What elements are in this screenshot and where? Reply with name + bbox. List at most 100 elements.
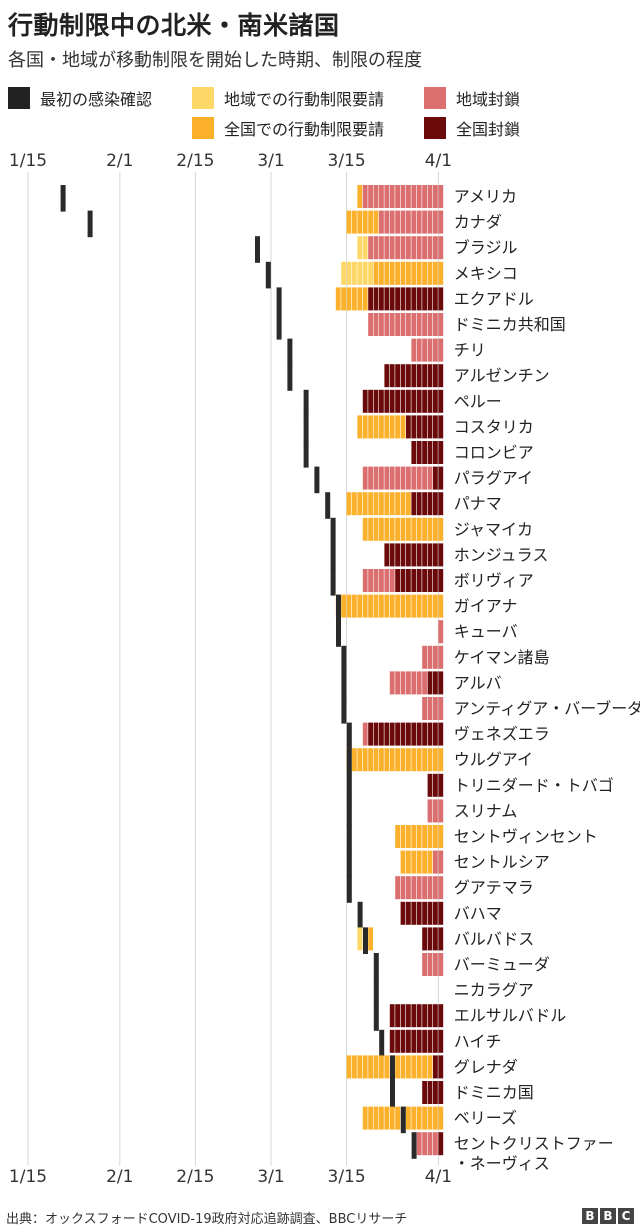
restriction-day-national-request bbox=[389, 748, 395, 772]
first-case-marker bbox=[314, 466, 320, 494]
restriction-day-national-request bbox=[368, 1106, 373, 1130]
restriction-day-national-lockdown bbox=[416, 492, 422, 516]
restriction-day-regional-request bbox=[352, 261, 357, 285]
restriction-day-regional-lockdown bbox=[433, 185, 438, 208]
restriction-day-regional-lockdown bbox=[400, 236, 406, 260]
restriction-day-national-request bbox=[368, 594, 373, 618]
restriction-day-regional-lockdown bbox=[427, 953, 433, 976]
restriction-day-national-request bbox=[395, 825, 400, 848]
restriction-day-regional-lockdown bbox=[438, 645, 444, 669]
restriction-day-national-request bbox=[373, 210, 379, 234]
restriction-day-national-lockdown bbox=[438, 492, 444, 516]
restriction-day-national-request bbox=[362, 594, 368, 618]
restriction-day-regional-lockdown bbox=[416, 876, 422, 900]
restriction-day-national-request bbox=[346, 287, 352, 311]
restriction-day-national-lockdown bbox=[427, 543, 433, 567]
restriction-day-national-request bbox=[400, 261, 406, 285]
restriction-day-national-request bbox=[368, 1055, 373, 1079]
restriction-day-national-request bbox=[422, 517, 427, 541]
restriction-day-national-request bbox=[411, 748, 417, 772]
restriction-day-regional-lockdown bbox=[373, 185, 379, 208]
restriction-day-national-request bbox=[362, 1106, 368, 1130]
restriction-day-regional-lockdown bbox=[395, 236, 400, 260]
restriction-day-national-request bbox=[389, 261, 395, 285]
restriction-day-regional-lockdown bbox=[406, 876, 411, 900]
restriction-day-regional-lockdown bbox=[422, 466, 427, 490]
restriction-day-national-request bbox=[400, 1055, 406, 1079]
restriction-day-regional-lockdown bbox=[395, 876, 400, 900]
restriction-day-national-lockdown bbox=[433, 466, 438, 490]
restriction-day-national-lockdown bbox=[395, 722, 400, 746]
restriction-day-national-lockdown bbox=[406, 722, 411, 746]
restriction-day-national-lockdown bbox=[395, 543, 400, 567]
restriction-day-national-request bbox=[357, 748, 363, 772]
restriction-day-national-lockdown bbox=[379, 389, 384, 413]
restriction-day-national-request bbox=[395, 1106, 400, 1130]
restriction-day-national-request bbox=[346, 594, 352, 618]
restriction-day-regional-lockdown bbox=[400, 185, 406, 208]
restriction-day-regional-lockdown bbox=[422, 876, 427, 900]
restriction-day-regional-lockdown bbox=[433, 799, 438, 823]
chart-subtitle: 各国・地域が移動制限を開始した時期、制限の程度 bbox=[8, 50, 422, 71]
restriction-day-national-lockdown bbox=[422, 389, 427, 413]
legend-label-regional-request: 地域での行動制限要請 bbox=[224, 90, 385, 109]
restriction-day-national-lockdown bbox=[389, 364, 395, 388]
restriction-day-national-request bbox=[395, 492, 400, 516]
restriction-day-national-lockdown bbox=[384, 389, 390, 413]
restriction-day-regional-lockdown bbox=[389, 210, 395, 234]
restriction-day-national-request bbox=[379, 594, 384, 618]
legend-national-lockdown: 全国封鎖 bbox=[424, 116, 520, 140]
restriction-day-national-lockdown bbox=[411, 415, 417, 439]
restriction-day-national-lockdown bbox=[433, 569, 438, 592]
restriction-day-national-lockdown bbox=[438, 671, 444, 695]
restriction-day-regional-lockdown bbox=[433, 876, 438, 900]
restriction-day-national-request bbox=[400, 748, 406, 772]
restriction-day-national-lockdown bbox=[427, 1029, 433, 1053]
restriction-day-regional-lockdown bbox=[395, 185, 400, 208]
restriction-day-regional-lockdown bbox=[389, 185, 395, 208]
x-tick-label-bottom: 2/15 bbox=[176, 1167, 214, 1187]
country-label: バーミューダ bbox=[454, 955, 550, 974]
restriction-day-national-lockdown bbox=[416, 722, 422, 746]
restriction-day-national-request bbox=[422, 850, 427, 874]
restriction-day-national-lockdown bbox=[422, 415, 427, 439]
legend-national-request: 全国での行動制限要請 bbox=[192, 116, 384, 140]
restriction-day-national-lockdown bbox=[395, 287, 400, 311]
country-label: ニカラグア bbox=[454, 981, 534, 1000]
restriction-day-national-lockdown bbox=[400, 389, 406, 413]
restriction-day-national-lockdown bbox=[389, 1004, 395, 1028]
restriction-day-national-request bbox=[373, 492, 379, 516]
restriction-day-national-lockdown bbox=[395, 1029, 400, 1053]
restriction-day-national-lockdown bbox=[389, 389, 395, 413]
restriction-day-national-request bbox=[427, 825, 433, 848]
restriction-day-national-lockdown bbox=[427, 492, 433, 516]
restriction-day-national-lockdown bbox=[416, 441, 422, 464]
restriction-day-regional-lockdown bbox=[438, 953, 444, 976]
restriction-day-national-request bbox=[416, 1055, 422, 1079]
restriction-day-national-request bbox=[373, 1106, 379, 1130]
x-tick-label-bottom: 3/15 bbox=[328, 1167, 366, 1187]
restriction-day-national-lockdown bbox=[400, 364, 406, 388]
country-label: ガイアナ bbox=[454, 597, 518, 616]
restriction-day-regional-lockdown bbox=[379, 185, 384, 208]
restriction-day-national-request bbox=[368, 415, 373, 439]
restriction-day-regional-lockdown bbox=[368, 466, 373, 490]
restriction-day-national-request bbox=[352, 748, 357, 772]
restriction-day-national-lockdown bbox=[427, 441, 433, 464]
restriction-day-regional-lockdown bbox=[433, 313, 438, 336]
restriction-day-regional-lockdown bbox=[438, 850, 444, 874]
restriction-day-regional-request bbox=[368, 261, 373, 285]
restriction-day-national-lockdown bbox=[411, 722, 417, 746]
restriction-day-regional-lockdown bbox=[422, 645, 427, 669]
restriction-day-national-request bbox=[373, 415, 379, 439]
restriction-day-national-request bbox=[362, 492, 368, 516]
restriction-day-regional-lockdown bbox=[433, 210, 438, 234]
first-case-marker bbox=[390, 1081, 395, 1108]
restriction-day-national-lockdown bbox=[422, 901, 427, 925]
restriction-day-national-request bbox=[384, 1055, 390, 1079]
country-label: スリナム bbox=[454, 801, 518, 820]
restriction-day-regional-lockdown bbox=[416, 1132, 422, 1156]
restriction-day-regional-request bbox=[362, 261, 368, 285]
restriction-day-national-request bbox=[352, 287, 357, 311]
restriction-day-national-request bbox=[373, 594, 379, 618]
